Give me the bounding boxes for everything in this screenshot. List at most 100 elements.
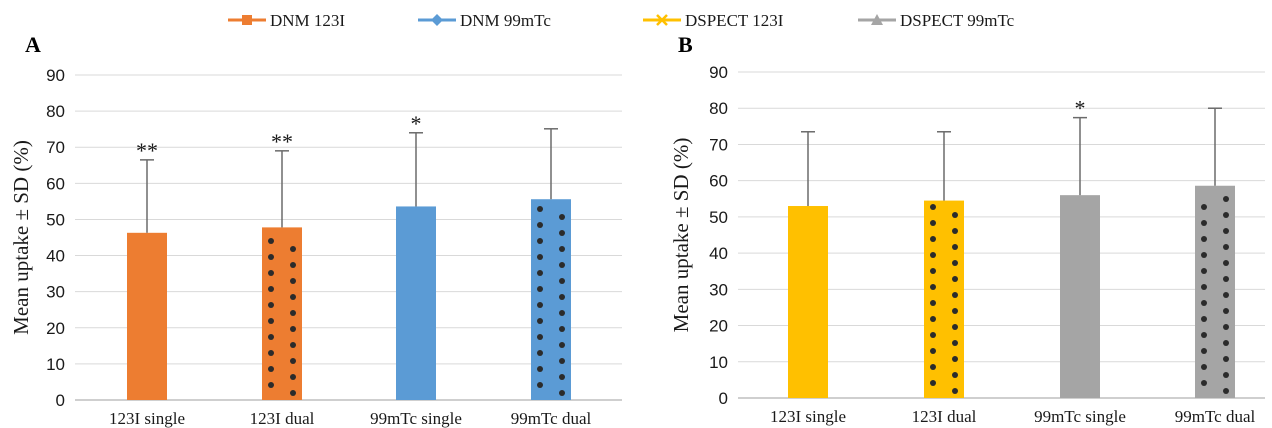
x-category-label: 123I single bbox=[109, 409, 185, 428]
bar-dot bbox=[930, 284, 936, 290]
bar-dot bbox=[930, 332, 936, 338]
bar-dot bbox=[268, 382, 274, 388]
bar-dot bbox=[952, 260, 958, 266]
bar-dot bbox=[537, 334, 543, 340]
legend-marker-square bbox=[242, 15, 252, 25]
bar-dot-pattern bbox=[930, 204, 958, 394]
x-category-label: 99mTc dual bbox=[511, 409, 592, 428]
bar-dot bbox=[268, 318, 274, 324]
bar-dot bbox=[1201, 316, 1207, 322]
bar-dot bbox=[537, 254, 543, 260]
bar-dot bbox=[537, 350, 543, 356]
significance-marker: ** bbox=[271, 129, 293, 154]
legend-item-2: DSPECT 123I bbox=[643, 11, 784, 30]
bar-dot bbox=[290, 374, 296, 380]
y-tick-label: 60 bbox=[709, 172, 728, 191]
bar-dot bbox=[290, 294, 296, 300]
bar-dot bbox=[1223, 228, 1229, 234]
bar-dot bbox=[1201, 268, 1207, 274]
chart-panel-A: A 0 10 20 30 40 50 60 70 80 90 Mean uptake ± SD (%)… bbox=[9, 32, 622, 428]
bar-dot bbox=[952, 388, 958, 394]
bar-dot bbox=[1223, 308, 1229, 314]
bar-dot bbox=[952, 340, 958, 346]
y-tick-label: 80 bbox=[46, 102, 65, 121]
bar-dot bbox=[930, 220, 936, 226]
bar-dot-pattern bbox=[537, 206, 565, 396]
bar-dot-pattern bbox=[268, 238, 296, 396]
legend-marker-diamond bbox=[431, 14, 443, 26]
y-tick-label: 30 bbox=[709, 280, 728, 299]
x-category-label: 123I single bbox=[770, 407, 846, 426]
bar-dot bbox=[1201, 332, 1207, 338]
bar-dot bbox=[268, 286, 274, 292]
legend-label: DNM 123I bbox=[270, 11, 345, 30]
y-tick-label: 10 bbox=[709, 353, 728, 372]
bar-dot bbox=[559, 390, 565, 396]
bar-dot bbox=[952, 212, 958, 218]
y-tick-label: 30 bbox=[46, 283, 65, 302]
bar-dot bbox=[1201, 252, 1207, 258]
bar-dot bbox=[537, 286, 543, 292]
bar-dot bbox=[930, 268, 936, 274]
bar-dot bbox=[559, 294, 565, 300]
y-tick-label: 90 bbox=[709, 63, 728, 82]
y-tick-label: 10 bbox=[46, 355, 65, 374]
bar-dot bbox=[559, 230, 565, 236]
bar-dot bbox=[290, 390, 296, 396]
y-tick-label: 90 bbox=[46, 66, 65, 85]
bar-dot bbox=[1201, 300, 1207, 306]
y-tick-label: 20 bbox=[46, 319, 65, 338]
x-category-label: 123I dual bbox=[250, 409, 315, 428]
bar-dot bbox=[930, 364, 936, 370]
y-tick-label: 0 bbox=[56, 391, 65, 410]
x-category-label: 99mTc single bbox=[1034, 407, 1126, 426]
bar-dot bbox=[1223, 292, 1229, 298]
y-tick-label: 40 bbox=[46, 247, 65, 266]
bar bbox=[396, 206, 436, 400]
bar-dot bbox=[268, 350, 274, 356]
bar-dot bbox=[537, 270, 543, 276]
bar-dot bbox=[952, 324, 958, 330]
legend-marker-x bbox=[656, 14, 668, 26]
bar-dot bbox=[290, 310, 296, 316]
bar-dot bbox=[930, 252, 936, 258]
bar-dot bbox=[952, 372, 958, 378]
bar-dot bbox=[1201, 348, 1207, 354]
bar-dot bbox=[268, 254, 274, 260]
panel-letter: B bbox=[678, 32, 693, 57]
bar-dot bbox=[559, 246, 565, 252]
bar-dot bbox=[559, 374, 565, 380]
bar-dot bbox=[290, 278, 296, 284]
legend: DNM 123I DNM 99mTc DSPECT 123I DSPECT 99mTc bbox=[228, 11, 1015, 30]
legend-marker-triangle bbox=[871, 14, 883, 25]
legend-label: DNM 99mTc bbox=[460, 11, 551, 30]
bar-dot bbox=[537, 222, 543, 228]
bar bbox=[262, 227, 302, 400]
bar-dot bbox=[952, 276, 958, 282]
legend-item-1: DNM 99mTc bbox=[418, 11, 551, 30]
bar-dot bbox=[1223, 340, 1229, 346]
significance-marker: ** bbox=[136, 138, 158, 163]
bar-dot bbox=[268, 238, 274, 244]
bar-dot bbox=[930, 316, 936, 322]
bar-dot bbox=[1223, 196, 1229, 202]
y-tick-label: 70 bbox=[709, 135, 728, 154]
bar-dot bbox=[537, 318, 543, 324]
legend-item-0: DNM 123I bbox=[228, 11, 345, 30]
bar-dot bbox=[1223, 276, 1229, 282]
y-axis-label: Mean uptake ± SD (%) bbox=[669, 138, 693, 333]
bar-dot bbox=[537, 238, 543, 244]
chart-panel-B: B 0 10 20 30 40 50 60 70 80 90 Mean uptake ± SD (%)… bbox=[669, 32, 1265, 426]
bar-dot bbox=[559, 262, 565, 268]
y-tick-label: 50 bbox=[709, 208, 728, 227]
bar-dot bbox=[952, 228, 958, 234]
bar-dot bbox=[268, 334, 274, 340]
bar bbox=[1060, 195, 1100, 398]
bar-dot bbox=[268, 270, 274, 276]
bar-dot bbox=[537, 206, 543, 212]
bar-dot bbox=[537, 302, 543, 308]
y-tick-label: 60 bbox=[46, 174, 65, 193]
bar bbox=[127, 232, 167, 400]
bar bbox=[924, 200, 964, 398]
